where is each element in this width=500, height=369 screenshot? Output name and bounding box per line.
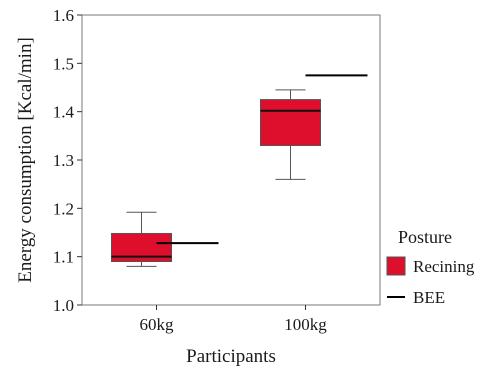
y-tick-label: 1.4 xyxy=(53,103,75,122)
legend-title: Posture xyxy=(398,227,452,247)
chart-marks xyxy=(111,74,368,267)
x-axis: 60kg 100kg xyxy=(140,305,327,334)
y-tick-label: 1.1 xyxy=(53,248,74,267)
legend-label: Recining xyxy=(413,257,475,276)
y-axis-title: Energy consumption [Kcal/min] xyxy=(15,37,36,283)
y-tick-label: 1.6 xyxy=(53,6,74,25)
y-tick-label: 1.5 xyxy=(53,54,74,73)
legend-label: BEE xyxy=(413,288,445,307)
x-axis-title: Participants xyxy=(186,346,276,367)
y-tick-label: 1.2 xyxy=(53,199,74,218)
legend: Posture Recining BEE xyxy=(386,227,475,307)
legend-key-box xyxy=(386,256,406,276)
y-axis: 1.0 1.1 1.2 1.3 1.4 1.5 1.6 xyxy=(53,6,82,315)
y-tick-label: 1.3 xyxy=(53,151,74,170)
x-tick-label: 60kg xyxy=(140,315,175,334)
box-100kg xyxy=(260,99,321,147)
y-tick-label: 1.0 xyxy=(53,296,74,315)
x-tick-label: 100kg xyxy=(284,315,327,334)
